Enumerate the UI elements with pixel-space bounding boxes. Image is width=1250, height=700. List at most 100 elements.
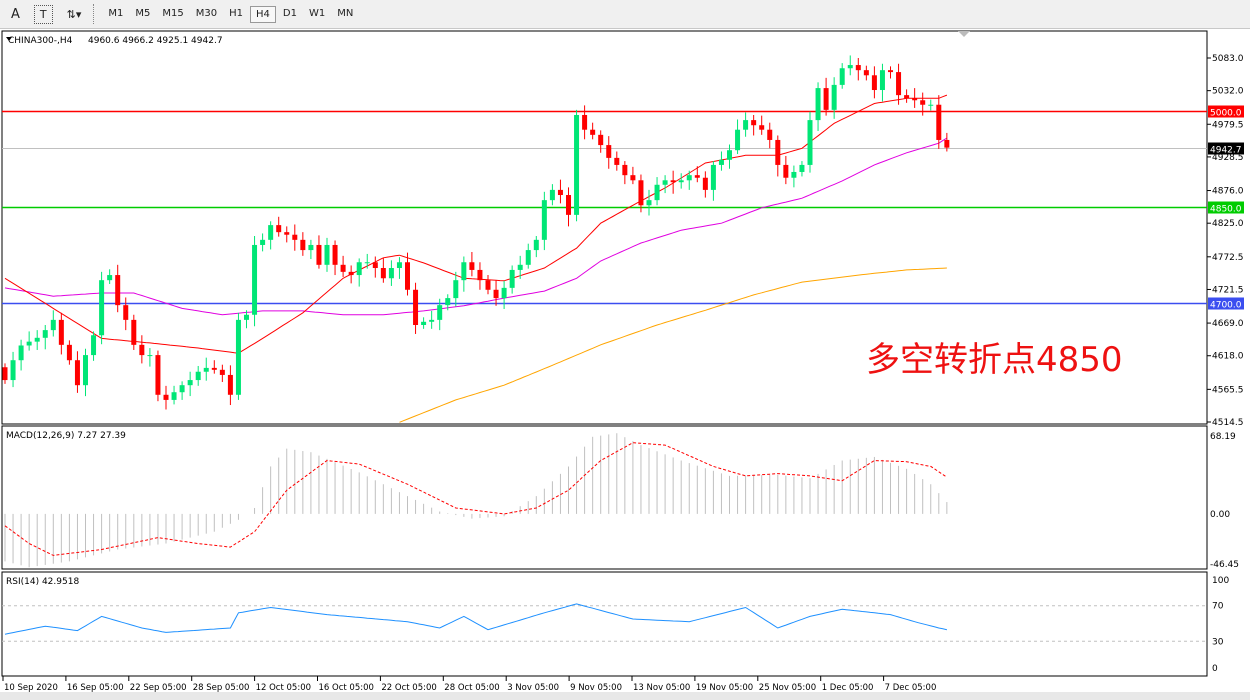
chart-area[interactable]: CHINA300-,H4 4960.6 4966.2 4925.1 4942.7 5… bbox=[0, 29, 1250, 692]
candle-body bbox=[372, 262, 378, 269]
candle-body bbox=[380, 268, 386, 279]
candle bbox=[187, 371, 193, 397]
macd-tick-label: 68.19 bbox=[1210, 432, 1236, 442]
candle bbox=[91, 331, 97, 361]
level-tag-label: 4700.0 bbox=[1210, 301, 1242, 311]
price-tick-label: 4928.5 bbox=[1212, 153, 1244, 163]
timeframe-mn[interactable]: MN bbox=[337, 7, 354, 19]
candle-body bbox=[598, 134, 604, 146]
candle-body bbox=[340, 264, 346, 272]
horizontal-scrollbar[interactable] bbox=[0, 692, 1250, 700]
timeframe-h1[interactable]: H1 bbox=[229, 7, 243, 19]
rsi-tick-label: 100 bbox=[1212, 576, 1229, 586]
candle bbox=[260, 233, 266, 252]
candle bbox=[863, 65, 869, 81]
candle-body bbox=[662, 180, 668, 185]
candle-body bbox=[896, 72, 902, 96]
level-tag-label: 4942.7 bbox=[1210, 146, 1242, 156]
candle bbox=[525, 243, 531, 269]
candle bbox=[509, 265, 515, 294]
candle bbox=[348, 265, 354, 284]
candle bbox=[791, 165, 797, 188]
candle bbox=[268, 221, 274, 250]
candle bbox=[308, 239, 314, 260]
timeframe-m30[interactable]: M30 bbox=[195, 7, 218, 19]
candle-body bbox=[743, 120, 749, 130]
candle bbox=[316, 235, 322, 269]
timeframe-h4[interactable]: H4 bbox=[250, 5, 276, 23]
rsi-tick-label: 0 bbox=[1212, 664, 1218, 674]
candle bbox=[372, 256, 378, 278]
candle-body bbox=[163, 394, 169, 400]
candle bbox=[163, 385, 169, 410]
candle bbox=[799, 161, 805, 177]
candle bbox=[823, 77, 829, 116]
candle-body bbox=[815, 88, 821, 121]
candle-body bbox=[702, 177, 708, 190]
candle bbox=[461, 256, 467, 292]
candle bbox=[276, 216, 282, 237]
candle-body bbox=[276, 225, 282, 233]
candle bbox=[364, 253, 370, 269]
candle bbox=[533, 235, 539, 258]
candle bbox=[388, 260, 394, 286]
rsi-tick-label: 30 bbox=[1212, 637, 1224, 647]
timeframe-m5[interactable]: M5 bbox=[135, 7, 151, 19]
candle bbox=[654, 177, 660, 206]
timeframe-m15[interactable]: M15 bbox=[162, 7, 184, 19]
candle bbox=[485, 275, 491, 295]
candle bbox=[477, 262, 483, 290]
candle bbox=[453, 271, 459, 307]
candle bbox=[855, 58, 861, 81]
candle bbox=[662, 175, 668, 194]
candle bbox=[99, 271, 105, 345]
candle-body bbox=[799, 164, 805, 172]
candle-body bbox=[268, 225, 274, 240]
candle bbox=[574, 109, 580, 222]
timeframe-m1[interactable]: M1 bbox=[108, 7, 124, 19]
time-label: 12 Oct 05:00 bbox=[256, 683, 311, 692]
candle bbox=[888, 66, 893, 79]
candle-body bbox=[445, 298, 451, 306]
candle-body bbox=[654, 184, 660, 201]
annotation-text: 多空转折点4850 bbox=[866, 340, 1123, 380]
candle-body bbox=[58, 319, 64, 345]
timeframe-w1[interactable]: W1 bbox=[308, 7, 326, 19]
candle-body bbox=[74, 360, 80, 386]
candle bbox=[501, 280, 507, 309]
time-label: 22 Oct 05:00 bbox=[381, 683, 436, 692]
timeframe-d1[interactable]: D1 bbox=[282, 7, 297, 19]
candle-body bbox=[839, 68, 845, 85]
text-tool-button[interactable]: A bbox=[11, 6, 20, 22]
candle bbox=[718, 151, 724, 171]
candle-body bbox=[751, 120, 757, 126]
candle-body bbox=[557, 189, 563, 196]
candle-body bbox=[936, 104, 942, 140]
main-pane-border bbox=[1, 30, 1208, 425]
candle-body bbox=[219, 369, 225, 375]
candle-body bbox=[614, 157, 620, 165]
toolbar: A T ⇅▾ M1 M5 M15 M30 H1 H4 D1 W1 MN bbox=[0, 0, 1250, 29]
candle-body bbox=[533, 239, 539, 251]
candle-body bbox=[710, 164, 716, 190]
ohlc-readout: 4960.6 4966.2 4925.1 4942.7 bbox=[88, 36, 223, 46]
candle-body bbox=[855, 65, 861, 71]
macd-signal-line bbox=[4, 442, 948, 556]
candle-body bbox=[10, 360, 16, 381]
text-label-tool-button[interactable]: T bbox=[33, 4, 53, 24]
rsi-label: RSI(14) 42.9518 bbox=[6, 577, 79, 587]
candle-body bbox=[348, 271, 354, 276]
candle-body bbox=[115, 275, 121, 306]
candle bbox=[179, 381, 185, 400]
candle bbox=[356, 258, 362, 287]
candle-body bbox=[413, 289, 419, 325]
candle bbox=[195, 365, 201, 386]
candle-body bbox=[501, 287, 507, 299]
ma-mid-line bbox=[4, 137, 948, 316]
candle bbox=[493, 280, 499, 306]
candle-body bbox=[66, 344, 72, 361]
time-label: 10 Sep 2020 bbox=[4, 683, 58, 692]
level-tag-bg bbox=[1208, 105, 1244, 118]
candle bbox=[783, 155, 789, 185]
arrows-tool-icon[interactable]: ⇅▾ bbox=[66, 7, 82, 21]
